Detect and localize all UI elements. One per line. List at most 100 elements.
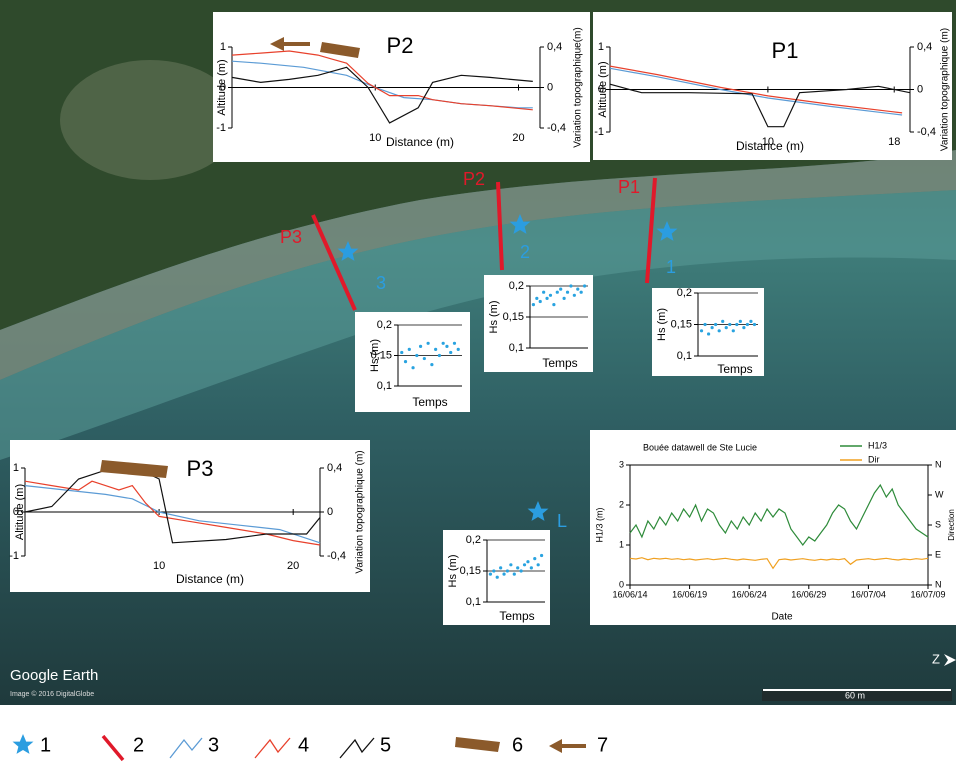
data-point [445, 344, 449, 348]
x-tick-label: 16/07/09 [910, 589, 945, 599]
chart-background [484, 275, 593, 372]
data-point [545, 296, 549, 300]
data-point [706, 332, 711, 336]
data-point [522, 563, 527, 567]
y2-axis-label: Variation topographique(m) [573, 27, 584, 147]
x-axis-label: Distance (m) [176, 572, 244, 586]
data-point [728, 322, 732, 327]
data-point [400, 350, 404, 355]
y2-tick-label: S [935, 519, 941, 529]
legend-label: Dir [868, 454, 880, 464]
data-line [24, 485, 321, 544]
y-tick-label: 3 [619, 459, 624, 469]
y2-tick-label: 0 [917, 83, 923, 95]
legend-line [169, 737, 203, 759]
x-tick-label: 20 [512, 132, 524, 144]
data-point [538, 299, 542, 304]
y2-tick-label: -0,4 [917, 126, 936, 138]
chart: 0 1 2 3 N E S W N 16/06/14 16/06/19 16/06/24 16/06/2… [590, 430, 956, 625]
data-point [452, 341, 457, 345]
chart-title: P2 [387, 33, 414, 58]
chart: -1 0 1 0,4 0 -0,4 10 20 P2 Distance (m) Altitude (… [213, 12, 590, 162]
data-point [516, 566, 520, 570]
data-point [742, 326, 746, 330]
data-point [499, 566, 503, 570]
credit: Image © 2016 DigitalGlobe [10, 690, 94, 698]
data-line [231, 66, 533, 124]
data-point [411, 366, 415, 370]
legend-label: 3 [208, 734, 219, 756]
y2-tick-label: W [935, 489, 944, 499]
y-tick-label: 1 [619, 539, 624, 549]
chart-background [355, 312, 470, 412]
y-tick-label: 0 [13, 506, 19, 518]
profile-line [496, 181, 504, 271]
data-point [717, 329, 721, 333]
data-point [731, 329, 735, 333]
data-line [609, 65, 903, 114]
x-axis-label: Temps [717, 362, 752, 376]
scale-label: 60 m [845, 690, 865, 700]
data-point [495, 575, 499, 579]
data-point [526, 560, 530, 564]
y-tick-label: 0,2 [466, 534, 481, 546]
data-point [441, 341, 445, 345]
y-tick-label: 2 [619, 499, 624, 509]
x-axis-label: Date [771, 612, 793, 623]
legend-label: 2 [133, 734, 144, 756]
data-point [505, 569, 510, 573]
profile-label: P3 [280, 227, 302, 247]
data-point [418, 344, 423, 348]
profile-label: P1 [618, 177, 640, 197]
data-point [533, 557, 537, 561]
arrow-head [270, 37, 284, 51]
data-point [407, 347, 411, 351]
x-tick-label: 20 [287, 560, 299, 572]
data-point [430, 363, 434, 367]
data-point [582, 284, 587, 288]
data-point [721, 319, 725, 323]
data-line [231, 50, 533, 111]
y2-tick-label: 0,4 [917, 41, 932, 53]
data-point [529, 566, 533, 570]
y2-tick-label: 0,4 [547, 41, 562, 53]
data-point [735, 322, 739, 327]
berm-bar [320, 42, 360, 58]
data-point [519, 569, 523, 573]
data-line [24, 480, 321, 546]
y2-axis-label: Variation topographique (m) [940, 28, 951, 151]
data-point [488, 572, 493, 576]
data-point [555, 290, 559, 294]
chart: -1 0 1 0,4 0 -0,4 10 18 P1 Distance (m) Altitude (… [593, 12, 952, 160]
chart-background [590, 430, 956, 625]
y-tick-label: 0,15 [671, 318, 692, 330]
data-point [703, 322, 707, 327]
y2-axis-label: Variation topographique (m) [355, 450, 366, 573]
data-point [565, 290, 570, 294]
data-point [415, 353, 419, 358]
data-point [434, 347, 438, 351]
data-point [749, 319, 753, 323]
data-point [714, 322, 718, 327]
data-point [724, 326, 728, 330]
profile-line [645, 177, 657, 284]
y-tick-label: 0,1 [509, 342, 524, 354]
y-tick-label: 0,1 [377, 380, 392, 392]
y-axis-label: Hs (m) [488, 301, 500, 334]
data-point [403, 360, 408, 364]
y-tick-label: 1 [220, 41, 226, 53]
chart: -1 0 1 0,4 0 -0,4 10 20 P3 Distance (m) Altitude (… [9, 440, 370, 592]
y-axis-label: Hs (m) [447, 555, 459, 588]
y-tick-label: 0,2 [509, 280, 524, 292]
y-axis-label: Altitude (m) [14, 484, 26, 540]
legend-label: 6 [512, 734, 523, 756]
data-point [745, 322, 750, 327]
y2-tick-label: -0,4 [547, 122, 566, 134]
legend-label: 5 [380, 734, 391, 756]
y-axis-label: Altitude (m) [597, 61, 609, 117]
data-point [456, 347, 460, 351]
data-point [738, 319, 742, 323]
x-tick-label: 18 [888, 136, 900, 148]
data-line [609, 83, 911, 128]
data-point [699, 329, 704, 333]
